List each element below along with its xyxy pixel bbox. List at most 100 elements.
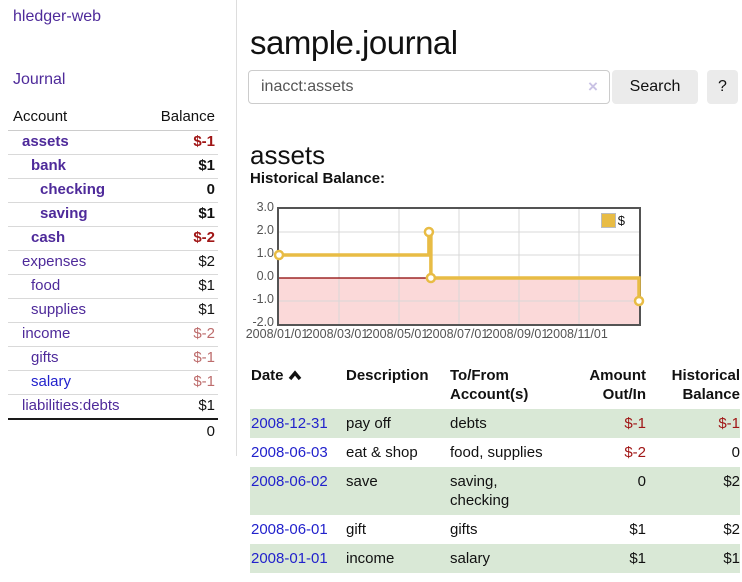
- account-row: cash $-2: [8, 226, 218, 251]
- transaction-date-link[interactable]: 2008-01-01: [251, 550, 328, 567]
- account-balance: $-2: [142, 322, 218, 347]
- account-link[interactable]: bank: [31, 157, 67, 174]
- transaction-description: gift: [346, 521, 367, 538]
- account-balance: 0: [142, 178, 218, 203]
- balance-column-header: Balance: [142, 104, 218, 131]
- transaction-description: save: [346, 473, 378, 490]
- historical-balance-chart: $ 3.0 2.0 1.0 0.0 -1.0 -2.0 2008/01/01 2008/03…: [246, 200, 742, 345]
- chart-legend: $: [600, 213, 625, 228]
- sidebar: hledger-web Journal Account Balance asse…: [0, 0, 237, 456]
- account-balance: $-2: [142, 226, 218, 251]
- accounts-table: Account Balance assets $-1 bank $1 checking 0…: [8, 104, 218, 444]
- transaction-accounts: salary: [450, 550, 491, 567]
- transaction-date-link[interactable]: 2008-06-03: [251, 444, 328, 461]
- transaction-balance: $1: [723, 550, 740, 567]
- account-link[interactable]: cash: [31, 229, 66, 246]
- y-axis-tick-label: -2.0: [252, 315, 274, 329]
- register-header-row: Date Description To/From Account(s) Amou…: [250, 361, 740, 409]
- account-balance: $1: [142, 154, 218, 179]
- transaction-amount: $1: [629, 550, 646, 567]
- y-axis-tick-label: 1.0: [256, 246, 274, 260]
- transaction-row: 2008-12-31 pay off debts $-1 $-1: [250, 409, 740, 438]
- x-axis-tick-label: 2008/11/01: [546, 327, 608, 341]
- description-header: Description: [346, 367, 429, 384]
- transaction-row: 2008-06-02 save saving, checking 0 $2: [250, 467, 740, 515]
- y-axis-tick-label: 0.0: [256, 269, 274, 283]
- y-axis-tick-label: 3.0: [256, 200, 274, 214]
- page-title: sample.journal: [250, 24, 458, 62]
- date-sort-header[interactable]: Date: [250, 361, 346, 409]
- x-axis-tick-label: 2008/09/01: [485, 327, 549, 341]
- account-row: saving $1: [8, 202, 218, 227]
- help-button[interactable]: ?: [707, 70, 738, 104]
- transaction-balance: 0: [731, 444, 740, 461]
- transaction-date-link[interactable]: 2008-06-02: [251, 473, 328, 490]
- account-balance: $1: [198, 397, 215, 414]
- account-link[interactable]: salary: [31, 373, 72, 390]
- search-bar: × Search ?: [248, 70, 742, 104]
- account-link[interactable]: supplies: [31, 301, 87, 318]
- account-row: food $1: [8, 274, 218, 299]
- transaction-balance: $2: [723, 473, 740, 490]
- balance-header: Historical Balance: [671, 367, 740, 403]
- app-brand-link[interactable]: hledger-web: [13, 8, 102, 25]
- x-axis-tick-label: 2008/07/01: [425, 327, 489, 341]
- account-row: income $-2: [8, 322, 218, 347]
- account-row: bank $1: [8, 154, 218, 179]
- nav-journal-link[interactable]: Journal: [13, 71, 66, 88]
- transaction-row: 2008-06-01 gift gifts $1 $2: [250, 515, 740, 544]
- chart-canvas: [273, 209, 645, 324]
- search-button[interactable]: Search: [612, 70, 698, 104]
- transaction-accounts: debts: [450, 415, 487, 432]
- transaction-description: eat & shop: [346, 444, 418, 461]
- account-balance: $1: [142, 298, 218, 323]
- accounts-total-row: 0: [8, 418, 218, 444]
- transaction-amount: 0: [637, 473, 646, 490]
- transaction-description: pay off: [346, 415, 391, 432]
- main-content: sample.journal × Search ? assets Histori…: [246, 0, 742, 582]
- transaction-accounts: food, supplies: [450, 444, 543, 461]
- transaction-amount: $1: [629, 521, 646, 538]
- account-row: supplies $1: [8, 298, 218, 323]
- transaction-date-link[interactable]: 2008-12-31: [251, 415, 328, 432]
- transaction-description: income: [346, 550, 395, 567]
- search-input[interactable]: [248, 70, 610, 104]
- clear-search-icon[interactable]: ×: [588, 77, 598, 96]
- account-link[interactable]: saving: [40, 205, 88, 222]
- account-link[interactable]: assets: [22, 133, 69, 150]
- account-heading: assets: [250, 139, 326, 170]
- x-axis-tick-label: 2008/05/01: [365, 327, 429, 341]
- account-row: checking 0: [8, 178, 218, 203]
- account-balance: $2: [142, 250, 218, 275]
- chart-plot-area[interactable]: $: [273, 207, 645, 326]
- y-axis-tick-label: 2.0: [256, 223, 274, 237]
- account-link[interactable]: gifts: [31, 349, 59, 366]
- x-axis-tick-label: 2008/03/01: [305, 327, 369, 341]
- transaction-date-link[interactable]: 2008-06-01: [251, 521, 328, 538]
- legend-swatch-icon: [600, 213, 616, 228]
- account-row: gifts $-1: [8, 346, 218, 371]
- accounts-header-row: Account Balance: [8, 104, 218, 131]
- legend-label: $: [617, 213, 625, 228]
- y-axis-tick-label: -1.0: [252, 292, 274, 306]
- x-axis-tick-label: 2008/01/01: [245, 327, 309, 341]
- transaction-balance: $-1: [718, 415, 740, 432]
- sort-ascending-icon: [288, 370, 301, 381]
- amount-header: Amount Out/In: [589, 367, 646, 403]
- account-link[interactable]: expenses: [22, 253, 87, 270]
- transaction-accounts: saving, checking: [450, 473, 510, 509]
- transaction-amount: $-1: [624, 415, 646, 432]
- account-link[interactable]: checking: [40, 181, 106, 198]
- transaction-row: 2008-01-01 income salary $1 $1: [250, 544, 740, 573]
- account-balance: $-1: [142, 346, 218, 371]
- account-balance: $1: [142, 202, 218, 227]
- account-row: assets $-1: [8, 130, 218, 155]
- account-link[interactable]: income: [22, 325, 71, 342]
- account-row: liabilities:debts $1: [8, 395, 218, 420]
- account-link[interactable]: liabilities:debts: [22, 397, 120, 414]
- chart-title: Historical Balance:: [250, 170, 386, 187]
- transaction-row: 2008-06-03 eat & shop food, supplies $-2 0: [250, 438, 740, 467]
- transaction-balance: $2: [723, 521, 740, 538]
- account-balance: $-1: [142, 370, 218, 395]
- account-link[interactable]: food: [31, 277, 61, 294]
